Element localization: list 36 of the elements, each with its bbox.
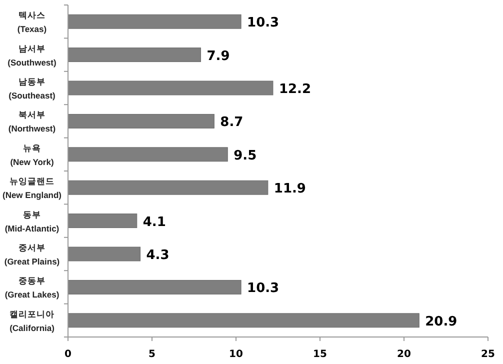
data-label: 10.3	[247, 16, 280, 31]
bar	[68, 80, 274, 96]
data-label: 7.9	[206, 48, 230, 64]
bar	[68, 313, 420, 328]
x-tick-label: 15	[313, 349, 327, 360]
bar	[68, 147, 228, 162]
x-tick-label: 25	[481, 349, 495, 360]
data-label: 9.5	[234, 148, 257, 164]
data-label: 12.2	[278, 82, 312, 97]
y-tick-label: 뉴욕 (New York)	[10, 142, 54, 167]
y-tick-label: 동부 (Mid-Atlantic)	[4, 209, 60, 234]
y-tick-label: 중서부 (Great Plains)	[4, 242, 60, 266]
y-tick-label: 남동부 (Southeast)	[8, 76, 56, 100]
bar	[68, 48, 201, 62]
y-tick-label: 북서부 (Northwest)	[8, 110, 56, 134]
bar	[68, 114, 214, 128]
data-label: 20.9	[425, 314, 458, 330]
y-tick-label: 텍사스 (Texas)	[17, 10, 47, 34]
y-tick-label: 뉴잉글랜드 (New England)	[2, 176, 62, 200]
bar	[68, 180, 268, 195]
y-tick-label: 캘리포니아 (California)	[10, 308, 55, 333]
x-tick-label: 0	[64, 349, 72, 360]
data-label: 4.3	[146, 248, 170, 263]
data-label: 4.1	[142, 214, 166, 230]
bar	[68, 246, 140, 262]
data-label: 8.7	[220, 115, 244, 130]
x-tick-label: 5	[148, 349, 156, 360]
x-tick-label: 20	[397, 349, 411, 360]
y-tick-label: 남서부 (Southwest)	[8, 43, 56, 68]
data-label: 11.9	[274, 182, 306, 197]
y-tick-label: 중동부 (Great Lakes)	[4, 276, 60, 300]
x-tick-label: 10	[229, 349, 243, 360]
bar	[68, 14, 242, 29]
bar	[68, 280, 242, 294]
bar	[68, 214, 138, 228]
data-label: 10.3	[247, 281, 280, 296]
